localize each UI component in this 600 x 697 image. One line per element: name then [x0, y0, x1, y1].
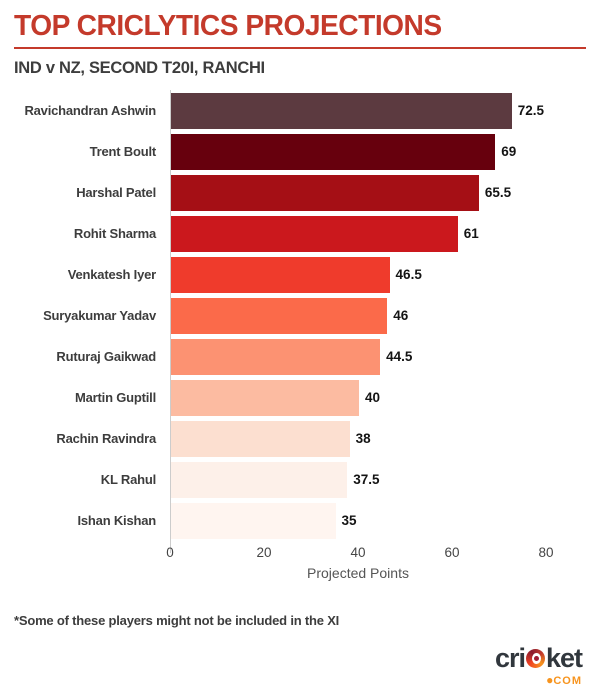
- bar-track: 35: [171, 502, 357, 539]
- match-subtitle: IND v NZ, SECOND T20I, RANCHI: [14, 58, 265, 77]
- cricket-logo: cri ket ●COM: [494, 643, 583, 687]
- x-axis-label-wrap: Projected Points: [0, 565, 600, 587]
- bar-track: 40: [171, 379, 381, 416]
- player-name-label: KL Rahul: [100, 472, 156, 487]
- bar-value-label: 72.5: [517, 103, 545, 118]
- player-name-label: Rohit Sharma: [73, 226, 156, 241]
- bar-track: 72.5: [171, 92, 545, 129]
- bar-value-label: 46: [393, 308, 409, 323]
- bar-track: 38: [171, 420, 371, 457]
- projection-bar: [171, 297, 388, 334]
- player-name-label: Martin Guptill: [75, 390, 156, 405]
- header: TOP CRICLYTICS PROJECTIONS IND v NZ, SEC…: [0, 0, 600, 78]
- bar-row: Harshal Patel 65.5: [0, 172, 600, 213]
- bar-row: Martin Guptill 40: [0, 377, 600, 418]
- x-axis-ticks: 0 20 40 60 80: [0, 541, 600, 563]
- bar-value-label: 61: [463, 226, 479, 241]
- bar-row: Rohit Sharma 61: [0, 213, 600, 254]
- player-name-label: Trent Boult: [89, 144, 157, 159]
- projection-bar: [171, 174, 479, 211]
- projection-bar: [171, 420, 350, 457]
- player-name-label: Suryakumar Yadav: [43, 308, 156, 323]
- player-name-label: Ishan Kishan: [77, 513, 156, 528]
- projection-bar: [171, 133, 496, 170]
- bar-row: Venkatesh Iyer 46.5: [0, 254, 600, 295]
- logo-text-pre: cri: [494, 643, 526, 673]
- projection-bar: [171, 502, 336, 539]
- bar-row: Ravichandran Ashwin 72.5: [0, 90, 600, 131]
- bar-value-label: 35: [341, 513, 357, 528]
- bar-row: Suryakumar Yadav 46: [0, 295, 600, 336]
- cricket-ball-icon: [525, 649, 545, 668]
- player-name-label: Rachin Ravindra: [56, 431, 156, 446]
- bar-row: Trent Boult 69: [0, 131, 600, 172]
- orange-dot-icon: ●: [546, 673, 554, 687]
- x-axis-tick: 20: [256, 545, 272, 560]
- bar-chart: Ravichandran Ashwin 72.5 Trent Boult 69 …: [0, 90, 600, 587]
- bar-track: 61: [171, 215, 479, 252]
- bar-row: Rachin Ravindra 38: [0, 418, 600, 459]
- projection-bar: [171, 256, 390, 293]
- bar-row: Ruturaj Gaikwad 44.5: [0, 336, 600, 377]
- bar-track: 44.5: [171, 338, 413, 375]
- projection-bar: [171, 461, 348, 498]
- y-axis-line: [170, 90, 171, 553]
- player-name-label: Harshal Patel: [76, 185, 156, 200]
- bar-value-label: 65.5: [484, 185, 512, 200]
- bar-value-label: 44.5: [386, 349, 413, 364]
- projection-bar: [171, 379, 359, 416]
- x-axis-tick: 60: [444, 545, 460, 560]
- projection-bar: [171, 92, 512, 129]
- bar-value-label: 46.5: [395, 267, 422, 282]
- bar-rows: Ravichandran Ashwin 72.5 Trent Boult 69 …: [0, 90, 600, 541]
- bar-value-label: 40: [365, 390, 381, 405]
- bar-track: 37.5: [171, 461, 380, 498]
- projection-bar: [171, 215, 458, 252]
- page-title: TOP CRICLYTICS PROJECTIONS: [14, 10, 442, 42]
- projection-bar: [171, 338, 381, 375]
- player-name-label: Ruturaj Gaikwad: [56, 349, 156, 364]
- logo-text-post: ket: [545, 643, 583, 673]
- title-underline: [14, 47, 586, 49]
- logo-com-label: ●COM: [495, 674, 582, 687]
- bar-track: 46.5: [171, 256, 422, 293]
- bar-row: Ishan Kishan 35: [0, 500, 600, 541]
- bar-value-label: 38: [355, 431, 371, 446]
- bar-row: KL Rahul 37.5: [0, 459, 600, 500]
- bar-value-label: 69: [501, 144, 517, 159]
- player-name-label: Ravichandran Ashwin: [24, 103, 156, 118]
- x-axis-tick: 0: [166, 545, 174, 560]
- x-axis-tick: 80: [538, 545, 554, 560]
- bar-track: 69: [171, 133, 517, 170]
- x-axis-label: Projected Points: [307, 565, 409, 581]
- bar-track: 46: [171, 297, 409, 334]
- bar-value-label: 37.5: [353, 472, 380, 487]
- logo-com-text: COM: [553, 675, 582, 687]
- cricket-logo-word: cri ket: [494, 643, 583, 673]
- player-name-label: Venkatesh Iyer: [67, 267, 156, 282]
- footnote: *Some of these players might not be incl…: [14, 613, 340, 628]
- x-axis-tick: 40: [350, 545, 366, 560]
- bar-track: 65.5: [171, 174, 512, 211]
